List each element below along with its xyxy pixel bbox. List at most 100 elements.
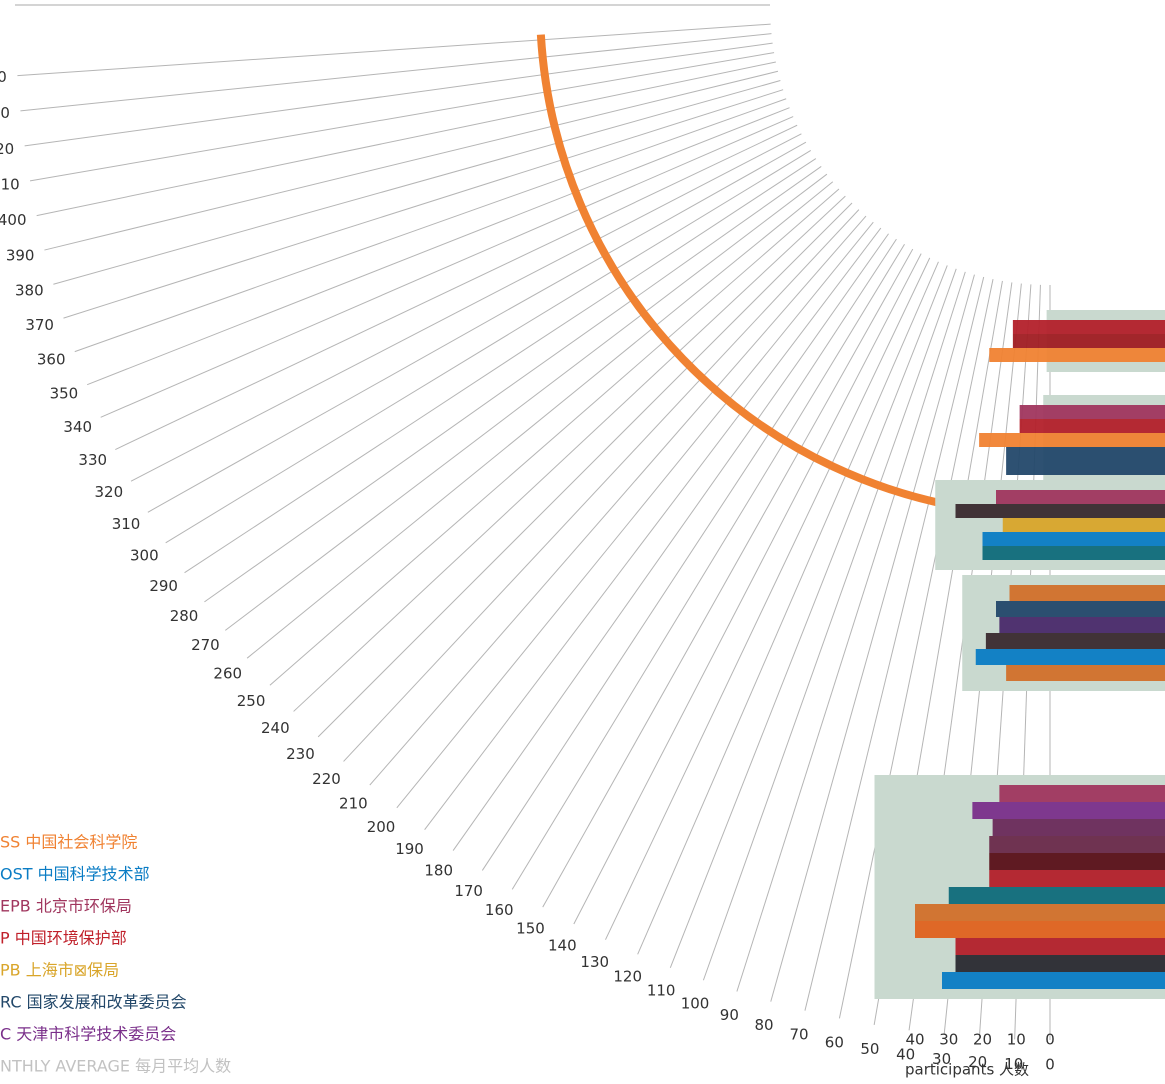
bar <box>989 853 1165 870</box>
radial-tick-label: 400 <box>0 211 26 229</box>
radial-tick-label: 300 <box>130 546 159 564</box>
radial-tick-label: 370 <box>25 316 54 334</box>
radial-grid-line <box>225 173 828 631</box>
radial-grid-line <box>736 271 966 992</box>
radial-grid-line <box>86 107 790 386</box>
bar <box>999 785 1165 802</box>
x-axis-label: participants 人数 <box>905 1061 1029 1079</box>
bar <box>982 546 1165 560</box>
radial-tick-label: 10 <box>1004 1055 1023 1073</box>
bar <box>992 819 1165 836</box>
radial-tick-label: 170 <box>454 882 483 900</box>
radial-tick-label: 440 <box>0 68 7 86</box>
radial-tick-label: 320 <box>95 483 124 501</box>
radial-tick-label: 50 <box>860 1040 879 1058</box>
radial-tick-label: 380 <box>15 281 44 299</box>
bar <box>915 904 1165 921</box>
radial-tick-label: 240 <box>261 719 290 737</box>
radial-grid-line <box>424 227 882 830</box>
radial-tick-label: 190 <box>395 840 424 858</box>
radial-grid-line <box>165 150 812 544</box>
bar <box>942 972 1165 989</box>
x-tick-label: 30 <box>939 1031 958 1049</box>
radial-grid-line <box>542 248 914 908</box>
bar <box>948 887 1165 904</box>
radial-grid-line <box>63 89 784 319</box>
radial-grid-line <box>44 70 779 251</box>
radial-grid-line <box>293 195 846 712</box>
radial-tick-label: 100 <box>681 994 710 1012</box>
radial-grid-line <box>637 261 939 955</box>
radial-grid-line <box>36 61 776 217</box>
radial-tick-label: 350 <box>50 384 79 402</box>
radial-grid-line <box>702 268 957 981</box>
radial-tick-label: 410 <box>0 176 20 194</box>
radial-tick-label: 90 <box>720 1006 739 1024</box>
x-tick-label: 20 <box>973 1031 992 1049</box>
radial-tick-label: 280 <box>170 607 199 625</box>
legend-entry: NTHLY AVERAGE 每月平均人数 <box>0 1057 231 1076</box>
radial-tick-label: 0 <box>1045 1056 1055 1074</box>
bar <box>1009 585 1165 601</box>
radial-tick-label: 140 <box>548 937 577 955</box>
radial-tick-label: 310 <box>112 515 141 533</box>
legend-entry: EPB 北京市环保局 <box>0 897 132 916</box>
radial-tick-label: 20 <box>968 1053 987 1071</box>
bar <box>1019 405 1165 419</box>
bar <box>975 649 1165 665</box>
radial-grid-line <box>481 238 897 871</box>
radial-tick-label: 210 <box>339 794 368 812</box>
radial-tick-label: 250 <box>237 692 266 710</box>
radial-grid-line <box>184 158 817 574</box>
radial-grid-line <box>17 23 771 77</box>
radial-grid-line <box>246 181 834 659</box>
legend-entry: OST 中国科学技术部 <box>0 865 150 884</box>
radial-grid-line <box>669 265 948 969</box>
radial-tick-label: 230 <box>286 745 315 763</box>
radial-tick-label: 390 <box>6 246 35 264</box>
radial-tick-label: 260 <box>213 664 242 682</box>
legend-entry: PB 上海市⊠保局 <box>0 961 119 980</box>
radial-grid-line <box>804 276 985 1011</box>
radial-grid-line <box>24 42 773 147</box>
radial-grid-line <box>74 98 787 353</box>
bar <box>972 802 1165 819</box>
bar <box>989 870 1165 887</box>
bar <box>982 532 1165 546</box>
bar <box>1012 334 1165 348</box>
radial-grid-line <box>130 133 802 482</box>
radial-grid-line <box>100 116 794 418</box>
legend-entry: C 天津市科学技术委员会 <box>0 1025 176 1044</box>
radial-tick-label: 110 <box>647 982 676 1000</box>
bar <box>915 921 1165 938</box>
radial-tick-label: 330 <box>78 451 107 469</box>
bar <box>955 938 1165 955</box>
radial-tick-label: 180 <box>424 861 453 879</box>
bar <box>1006 461 1165 475</box>
radial-grid-line <box>452 233 889 851</box>
radial-tick-label: 40 <box>896 1046 915 1064</box>
radial-grid-line <box>204 166 822 603</box>
bar <box>985 633 1165 649</box>
radial-tick-label: 30 <box>932 1050 951 1068</box>
bar <box>955 955 1165 972</box>
radial-grid-line <box>53 80 781 285</box>
radial-grid-line <box>343 209 860 762</box>
radial-grid-line <box>20 33 772 112</box>
bar <box>1019 419 1165 433</box>
radial-tick-label: 120 <box>613 968 642 986</box>
radial-tick-label: 220 <box>312 770 341 788</box>
bar <box>1012 320 1165 334</box>
radial-tick-label: 420 <box>0 140 14 158</box>
bar <box>996 490 1165 504</box>
radial-tick-label: 430 <box>0 104 10 122</box>
radial-grid-line <box>317 202 853 738</box>
radial-tick-label: 340 <box>63 418 92 436</box>
radial-tick-label: 200 <box>367 818 396 836</box>
radial-tick-label: 80 <box>754 1016 773 1034</box>
legend-entry: SS 中国社会科学院 <box>0 833 137 852</box>
legend-entry: P 中国环境保护部 <box>0 929 127 948</box>
bar <box>955 504 1165 518</box>
x-tick-label: 40 <box>905 1031 924 1049</box>
bar <box>1002 518 1165 532</box>
